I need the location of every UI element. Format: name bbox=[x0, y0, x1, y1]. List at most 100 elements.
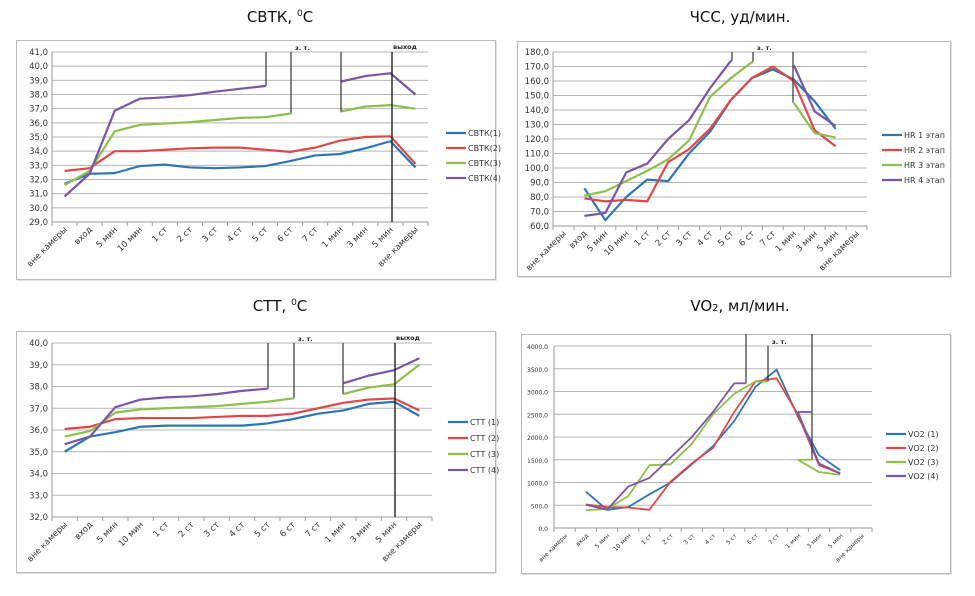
chart-panel-hr bbox=[517, 41, 951, 277]
y-tick-label: 90,0 bbox=[530, 179, 549, 189]
legend-label: HR 2 этап bbox=[904, 146, 945, 155]
y-tick-label: 2500,0 bbox=[527, 412, 548, 419]
title-text: СТТ, bbox=[252, 297, 292, 315]
gridlines bbox=[52, 342, 432, 518]
annotations: з. т. bbox=[734, 334, 813, 461]
annotations: з. т. выход bbox=[267, 334, 420, 517]
x-tick-label: 3 мин bbox=[806, 532, 824, 550]
y-tick-label: 70,0 bbox=[530, 208, 549, 218]
chart-title-ctt: СТТ, 0С bbox=[150, 297, 410, 315]
y-tick-label: 160,0 bbox=[525, 77, 549, 87]
title-subscript: 2 bbox=[712, 303, 719, 314]
x-tick-label: 5 мин bbox=[827, 532, 845, 550]
series-group bbox=[64, 357, 421, 453]
title-degree: 0 bbox=[291, 298, 297, 308]
title-unit: , мл/мин. bbox=[718, 297, 790, 315]
annotations: з. т. bbox=[730, 44, 794, 104]
y-tick-label: 3000,0 bbox=[527, 390, 548, 397]
legend-label: VO2 (3) bbox=[908, 458, 939, 467]
x-tick-label: 4 ст bbox=[704, 532, 718, 546]
x-tick-label: 7 ст bbox=[767, 532, 781, 546]
y-tick-label: 38,0 bbox=[29, 91, 48, 101]
y-tick-label: 150,0 bbox=[525, 92, 549, 102]
legend-label: СТТ (1) bbox=[470, 418, 499, 427]
y-tick-label: 38,0 bbox=[29, 383, 48, 393]
legend-label: VO2 (2) bbox=[908, 444, 939, 453]
y-tick-label: 80,0 bbox=[530, 193, 549, 203]
y-axis: 29,0 30,0 31,0 32,0 33,0 34,0 35,0 36,0 37,0 38,0… bbox=[29, 48, 53, 228]
y-tick-label: 170,0 bbox=[525, 63, 549, 73]
y-tick-label: 30,0 bbox=[29, 204, 48, 214]
y-tick-label: 100,0 bbox=[525, 164, 549, 174]
series-line-3 bbox=[340, 104, 416, 113]
x-tick-label: 2 ст bbox=[661, 532, 675, 546]
y-tick-label: 32,0 bbox=[29, 176, 48, 186]
y-tick-label: 110,0 bbox=[525, 150, 549, 160]
y-tick-label: 500,0 bbox=[531, 503, 548, 510]
zt-label: з. т. bbox=[295, 44, 310, 52]
legend-label: HR 3 этап bbox=[904, 161, 945, 170]
annotations: з. т. выход bbox=[265, 43, 417, 222]
y-tick-label: 33,0 bbox=[29, 161, 48, 171]
title-degree: 0 bbox=[296, 9, 303, 19]
series-group bbox=[583, 60, 837, 222]
title-text: СВТК, bbox=[246, 8, 297, 26]
x-tick-label: 1 ст bbox=[640, 532, 654, 546]
series-line-3 bbox=[585, 380, 756, 512]
x-tick-label: 5 ст bbox=[725, 532, 739, 546]
y-tick-label: 37,0 bbox=[29, 404, 48, 414]
y-tick-label: 40,0 bbox=[29, 339, 48, 349]
zt-label: з. т. bbox=[772, 338, 787, 346]
y-tick-label: 180,0 bbox=[525, 48, 549, 58]
chart-title-hr: ЧСС, уд/мин. bbox=[610, 8, 870, 26]
y-tick-label: 130,0 bbox=[525, 121, 549, 131]
zt-label: з. т. bbox=[298, 335, 313, 343]
legend-label: СВТК(4) bbox=[468, 174, 501, 183]
legend: VO2 (1) VO2 (2) VO2 (3) VO2 (4) bbox=[886, 430, 939, 481]
y-axis: 60,0 70,0 80,0 90,0 100,0 110,0 120,0 130,0 140,… bbox=[525, 48, 554, 232]
x-tick-label: 5 мин bbox=[594, 532, 612, 550]
y-tick-label: 0,0 bbox=[538, 526, 548, 533]
legend-label: СТТ (3) bbox=[470, 450, 499, 459]
title-text: VO bbox=[690, 297, 713, 315]
series-line-4 bbox=[584, 60, 732, 217]
legend-label: СВТК(2) bbox=[468, 144, 501, 153]
y-tick-label: 32,0 bbox=[29, 513, 48, 523]
series-line-4 bbox=[585, 382, 735, 511]
y-tick-label: 36,0 bbox=[29, 426, 48, 436]
series-line-4 bbox=[340, 72, 417, 96]
series-group bbox=[63, 72, 417, 198]
y-tick-label: 34,0 bbox=[29, 147, 48, 157]
chart-title-svtk: СВТК, 0С bbox=[150, 8, 410, 26]
x-tick-label: 6 ст bbox=[746, 532, 760, 546]
y-tick-label: 60,0 bbox=[530, 222, 549, 232]
y-tick-label: 40,0 bbox=[29, 62, 48, 72]
y-tick-label: 29,0 bbox=[29, 218, 48, 228]
chart-panel-vo2 bbox=[521, 334, 951, 574]
y-axis: 0,0 500,0 1000,0 1500,0 2000,0 2500,0 3000,0 35… bbox=[527, 344, 555, 533]
y-tick-label: 35,0 bbox=[29, 133, 48, 143]
y-tick-label: 1500,0 bbox=[527, 458, 548, 465]
legend-label: HR 1 этап bbox=[904, 131, 945, 140]
series-group bbox=[585, 368, 841, 512]
y-tick-label: 34,0 bbox=[29, 470, 48, 480]
y-tick-label: 35,0 bbox=[29, 448, 48, 458]
series-line-4 bbox=[343, 357, 420, 385]
legend: HR 1 этап HR 2 этап HR 3 этап HR 4 этап bbox=[882, 131, 945, 185]
legend-label: СТТ (2) bbox=[470, 434, 499, 443]
exit-label: выход bbox=[396, 334, 420, 342]
x-tick-label: вне камеры bbox=[538, 532, 569, 563]
x-tick-label: 10 мин bbox=[612, 532, 632, 552]
legend: СТТ (1) СТТ (2) СТТ (3) СТТ (4) bbox=[448, 418, 499, 475]
x-tick-label: 3 ст bbox=[682, 532, 696, 546]
y-tick-label: 1000,0 bbox=[527, 481, 548, 488]
x-tick-label: вход bbox=[575, 532, 590, 547]
y-tick-label: 2000,0 bbox=[527, 435, 548, 442]
y-tick-label: 140,0 bbox=[525, 106, 549, 116]
legend-label: HR 4 этап bbox=[904, 176, 945, 185]
y-axis: 32,0 33,0 34,0 35,0 36,0 37,0 38,0 39,0 40,0 bbox=[29, 339, 53, 523]
gridlines bbox=[554, 345, 872, 529]
